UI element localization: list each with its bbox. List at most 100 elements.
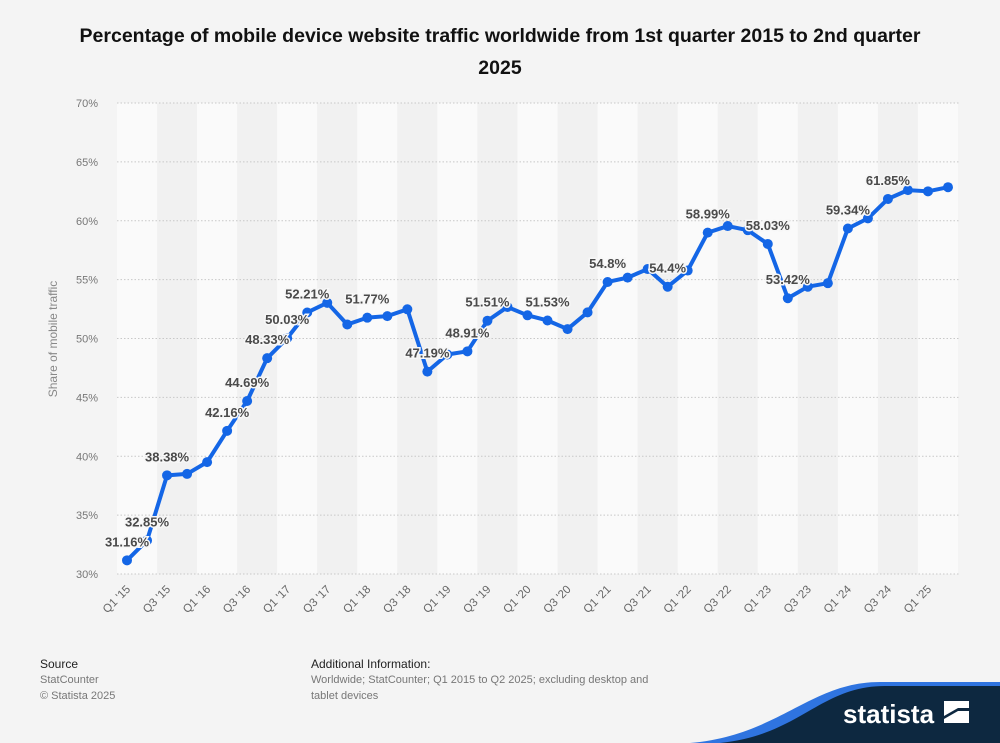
data-point (222, 425, 233, 436)
x-tick-label: Q3 '20 (541, 584, 573, 616)
data-point (322, 297, 333, 308)
x-tick-label: Q1 '15 (101, 584, 133, 616)
data-label: 48.91% (445, 325, 490, 340)
data-label: 54.8% (589, 256, 626, 271)
data-label: 61.85% (866, 173, 911, 188)
x-tick-label: Q3 '17 (301, 584, 333, 616)
data-point (542, 315, 553, 326)
x-tick-label: Q1 '23 (742, 584, 774, 616)
y-tick-label: 65% (76, 157, 98, 169)
data-point (162, 470, 173, 481)
source-block: Source StatCounter © Statista 2025 (40, 656, 115, 704)
x-tick-label: Q3 '16 (221, 584, 253, 616)
data-point (202, 457, 213, 468)
data-point (902, 185, 913, 196)
data-point (722, 221, 733, 232)
plot-band (116, 103, 158, 574)
data-label: 51.51% (465, 295, 510, 310)
data-point (242, 396, 253, 407)
x-tick-label: Q3 '19 (461, 584, 493, 616)
data-point (382, 311, 393, 322)
x-tick-label: Q3 '18 (381, 584, 413, 616)
data-point (422, 366, 433, 377)
y-tick-label: 50% (76, 334, 98, 346)
data-point (922, 186, 933, 197)
x-tick-label: Q1 '16 (181, 584, 213, 616)
plot-band (197, 103, 238, 574)
data-label: 47.19% (405, 346, 450, 361)
logo-mark-icon (944, 701, 969, 723)
data-point (402, 304, 413, 315)
line-chart: 30% 35% 40% 45% 50% 55% 60% 65% 70% Share of mobi… (46, 98, 960, 616)
y-tick-label: 60% (76, 216, 98, 228)
data-point (302, 307, 313, 318)
data-label: 31.16% (105, 534, 150, 549)
data-point (782, 293, 793, 304)
plot-band (917, 103, 959, 574)
x-tick-label: Q1 '20 (501, 584, 533, 616)
data-point (682, 265, 693, 276)
data-point (882, 193, 893, 204)
data-point (762, 238, 773, 249)
logo-wordmark: statista (843, 699, 935, 729)
plot-band (837, 103, 878, 574)
data-label: 32.85% (125, 514, 170, 529)
y-tick-label: 30% (76, 569, 98, 581)
plot-band (477, 103, 518, 574)
data-label: 51.53% (525, 294, 570, 309)
y-axis-label: Share of mobile traffic (46, 281, 60, 398)
y-tick-label: 40% (76, 451, 98, 463)
data-point (702, 227, 713, 238)
x-tick-label: Q1 '17 (261, 584, 293, 616)
source-line[interactable]: StatCounter (40, 674, 99, 686)
data-point (522, 310, 533, 321)
data-label: 52.21% (285, 286, 330, 301)
data-label: 44.69% (225, 375, 270, 390)
x-tick-label: Q1 '24 (822, 583, 855, 616)
data-point (802, 281, 813, 292)
data-label: 58.03% (746, 218, 791, 233)
y-tick-label: 45% (76, 392, 98, 404)
data-label: 59.34% (826, 203, 871, 218)
info-heading: Additional Information: (311, 657, 431, 671)
data-point (482, 315, 493, 326)
plot-band (637, 103, 678, 574)
data-label: 38.38% (145, 449, 190, 464)
data-point (862, 213, 873, 224)
copyright-line: © Statista 2025 (40, 690, 116, 702)
data-label: 58.99% (686, 207, 731, 222)
source-heading: Source (40, 657, 79, 671)
logo-wave-accent (690, 682, 1000, 743)
x-tick-label: Q3 '21 (622, 584, 654, 616)
data-point (943, 182, 953, 193)
data-label: 48.33% (245, 332, 290, 347)
x-tick-label: Q1 '19 (421, 584, 453, 616)
data-point (622, 272, 633, 283)
data-point (602, 276, 613, 287)
data-point (582, 307, 593, 318)
data-label: 42.16% (205, 405, 250, 420)
data-point (742, 225, 753, 236)
data-point (142, 535, 153, 546)
info-line: Worldwide; StatCounter; Q1 2015 to Q2 20… (311, 674, 649, 686)
x-tick-label: Q1 '22 (662, 584, 694, 616)
data-point (662, 281, 673, 292)
data-label: 54.4% (649, 261, 686, 276)
x-tick-label: Q3 '22 (702, 584, 734, 616)
data-label: 50.03% (265, 312, 310, 327)
data-point (182, 468, 193, 479)
data-label: 51.77% (345, 292, 390, 307)
data-point (562, 324, 573, 335)
data-point (342, 319, 353, 330)
data-point (462, 346, 473, 357)
x-tick-label: Q3 '15 (141, 584, 173, 616)
data-point (122, 555, 132, 566)
plot-band (677, 103, 718, 574)
plot-band (757, 103, 798, 574)
chart-title: Percentage of mobile device website traf… (79, 25, 921, 79)
y-tick-label: 55% (76, 275, 98, 287)
plot-band (557, 103, 598, 574)
data-point (362, 312, 373, 323)
info-line: tablet devices (311, 690, 379, 702)
additional-info-block: Additional Information: Worldwide; StatC… (311, 656, 648, 704)
